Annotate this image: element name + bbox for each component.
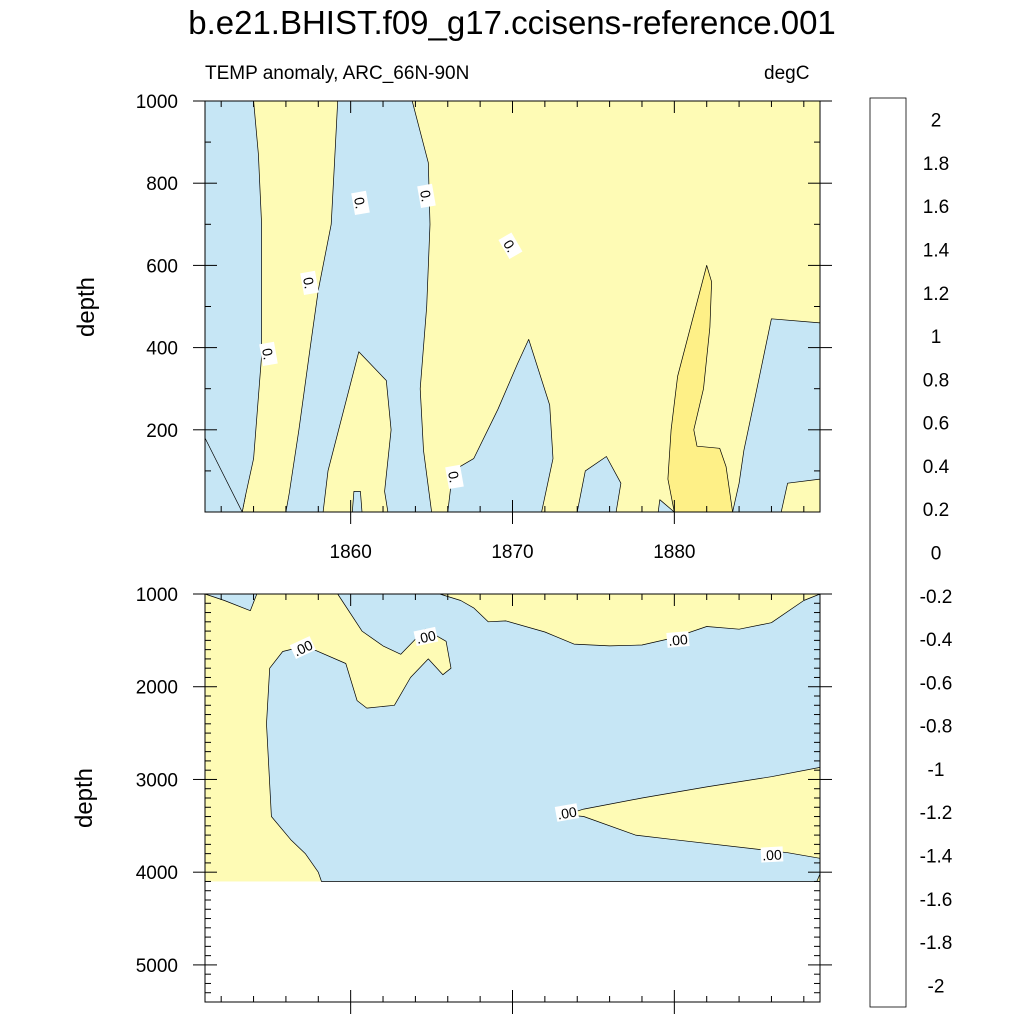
colorbar-label: 1	[931, 327, 942, 348]
contour-label-text: .00	[762, 846, 782, 863]
contour-label-text: 0.	[417, 189, 435, 203]
colorbar-label: 0.2	[923, 500, 949, 521]
negative-anomaly-region	[204, 100, 262, 513]
upper-panel: 0. 0. 0. 0. 0. 0. 200 400 600 800 1000 1860 1870 1880…	[73, 92, 832, 563]
y-tick-label: 200	[146, 421, 178, 442]
y-tick-label: 1000	[136, 585, 178, 606]
contour-label-text: .00	[415, 627, 438, 647]
y-axis-label: depth	[73, 277, 100, 337]
chart-title: b.e21.BHIST.f09_g17.ccisens-reference.00…	[188, 4, 836, 41]
colorbar-label: 1.2	[923, 284, 949, 305]
negative-anomaly-region	[285, 100, 432, 513]
y-tick-label: 400	[146, 339, 178, 360]
colorbar-label: -2	[928, 976, 945, 997]
chart-subtitle-units: degC	[764, 63, 810, 84]
colorbar-label: 2	[931, 111, 942, 132]
contour-label-bg	[417, 183, 436, 209]
colorbar-label: -1.4	[920, 847, 953, 868]
colorbar-label: 1.4	[923, 241, 950, 262]
lower-panel: .00 .00 .00 .00 .00 1000 2000 3000 4000 5000 depth	[71, 585, 832, 1014]
y-tick-label: 3000	[136, 770, 178, 791]
colorbar-label: 1.8	[923, 154, 949, 175]
contour-label-text: .00	[291, 637, 316, 660]
x-tick-label: 1870	[491, 542, 533, 563]
contour-label: 0.	[351, 190, 370, 216]
contour-label-bg	[666, 631, 690, 648]
contour-label: 0.	[417, 183, 436, 209]
negative-anomaly-region	[447, 339, 554, 513]
colorbar-label: 0	[931, 544, 942, 565]
contour-label-bg	[289, 636, 316, 659]
contour-label-bg	[760, 846, 784, 863]
colorbar-label: -0.4	[920, 630, 953, 651]
contour-label-bg	[351, 190, 370, 216]
colorbar-label: 0.6	[923, 414, 949, 435]
colorbar-label: 1.6	[923, 197, 949, 218]
contour-label-bg	[259, 341, 278, 367]
contour-label: .00	[289, 636, 316, 660]
y-tick-label: 2000	[136, 678, 178, 699]
contour-label-bg	[554, 803, 580, 822]
contour-label: .00	[760, 846, 784, 863]
contour-label: 0.	[300, 270, 319, 296]
contour-label: 0.	[498, 232, 523, 260]
colorbar: 2 1.8 1.6 1.4 1.2 1 0.8 0.6 0.4 0.2 0 -0.2 -0.4 -0.6 -…	[869, 97, 953, 1008]
contour-label-text: 0.	[259, 347, 277, 361]
colorbar-frame	[869, 97, 907, 1008]
contour-label-bg	[498, 232, 523, 260]
y-tick-label: 4000	[136, 863, 178, 884]
colorbar-label: -1.8	[920, 933, 953, 954]
y-tick-label: 800	[146, 174, 178, 195]
colorbar-label: 0.4	[923, 457, 950, 478]
negative-anomaly-region	[266, 593, 821, 882]
colorbar-label: -1.2	[920, 803, 953, 824]
x-tick-label: 1880	[653, 542, 695, 563]
colorbar-label: -0.8	[920, 717, 953, 738]
colorbar-label: -0.6	[920, 673, 953, 694]
colorbar-label: 0.8	[923, 370, 949, 391]
y-axis-label: depth	[71, 768, 98, 828]
contour-label-text: 0.	[351, 196, 369, 210]
contour-label-text: 0.	[300, 276, 318, 290]
y-tick-label: 1000	[136, 92, 178, 113]
contour-label: .00	[413, 626, 439, 647]
colorbar-label: -1	[928, 760, 945, 781]
contour-label: .00	[554, 803, 580, 823]
contour-label-text: .00	[556, 803, 578, 822]
contour-label-text: .00	[668, 631, 689, 649]
contour-label: 0.	[259, 341, 278, 367]
y-tick-label: 600	[146, 256, 178, 277]
x-tick-label: 1860	[330, 542, 372, 563]
warm-anomaly-region	[667, 265, 733, 513]
contour-label-text: 0.	[445, 470, 463, 484]
negative-anomaly-region	[351, 491, 363, 513]
chart-subtitle-variable: TEMP anomaly, ARC_66N-90N	[205, 63, 470, 84]
colorbar-label: -0.2	[920, 587, 953, 608]
negative-anomaly-region	[732, 318, 821, 513]
contour-label-bg	[300, 270, 319, 296]
y-tick-label: 5000	[136, 956, 178, 977]
colorbar-label: -1.6	[920, 890, 953, 911]
contour-label: 0.	[445, 464, 464, 490]
contour-label-bg	[413, 626, 439, 647]
contour-label-bg	[445, 464, 464, 490]
contour-label: .00	[666, 631, 690, 649]
